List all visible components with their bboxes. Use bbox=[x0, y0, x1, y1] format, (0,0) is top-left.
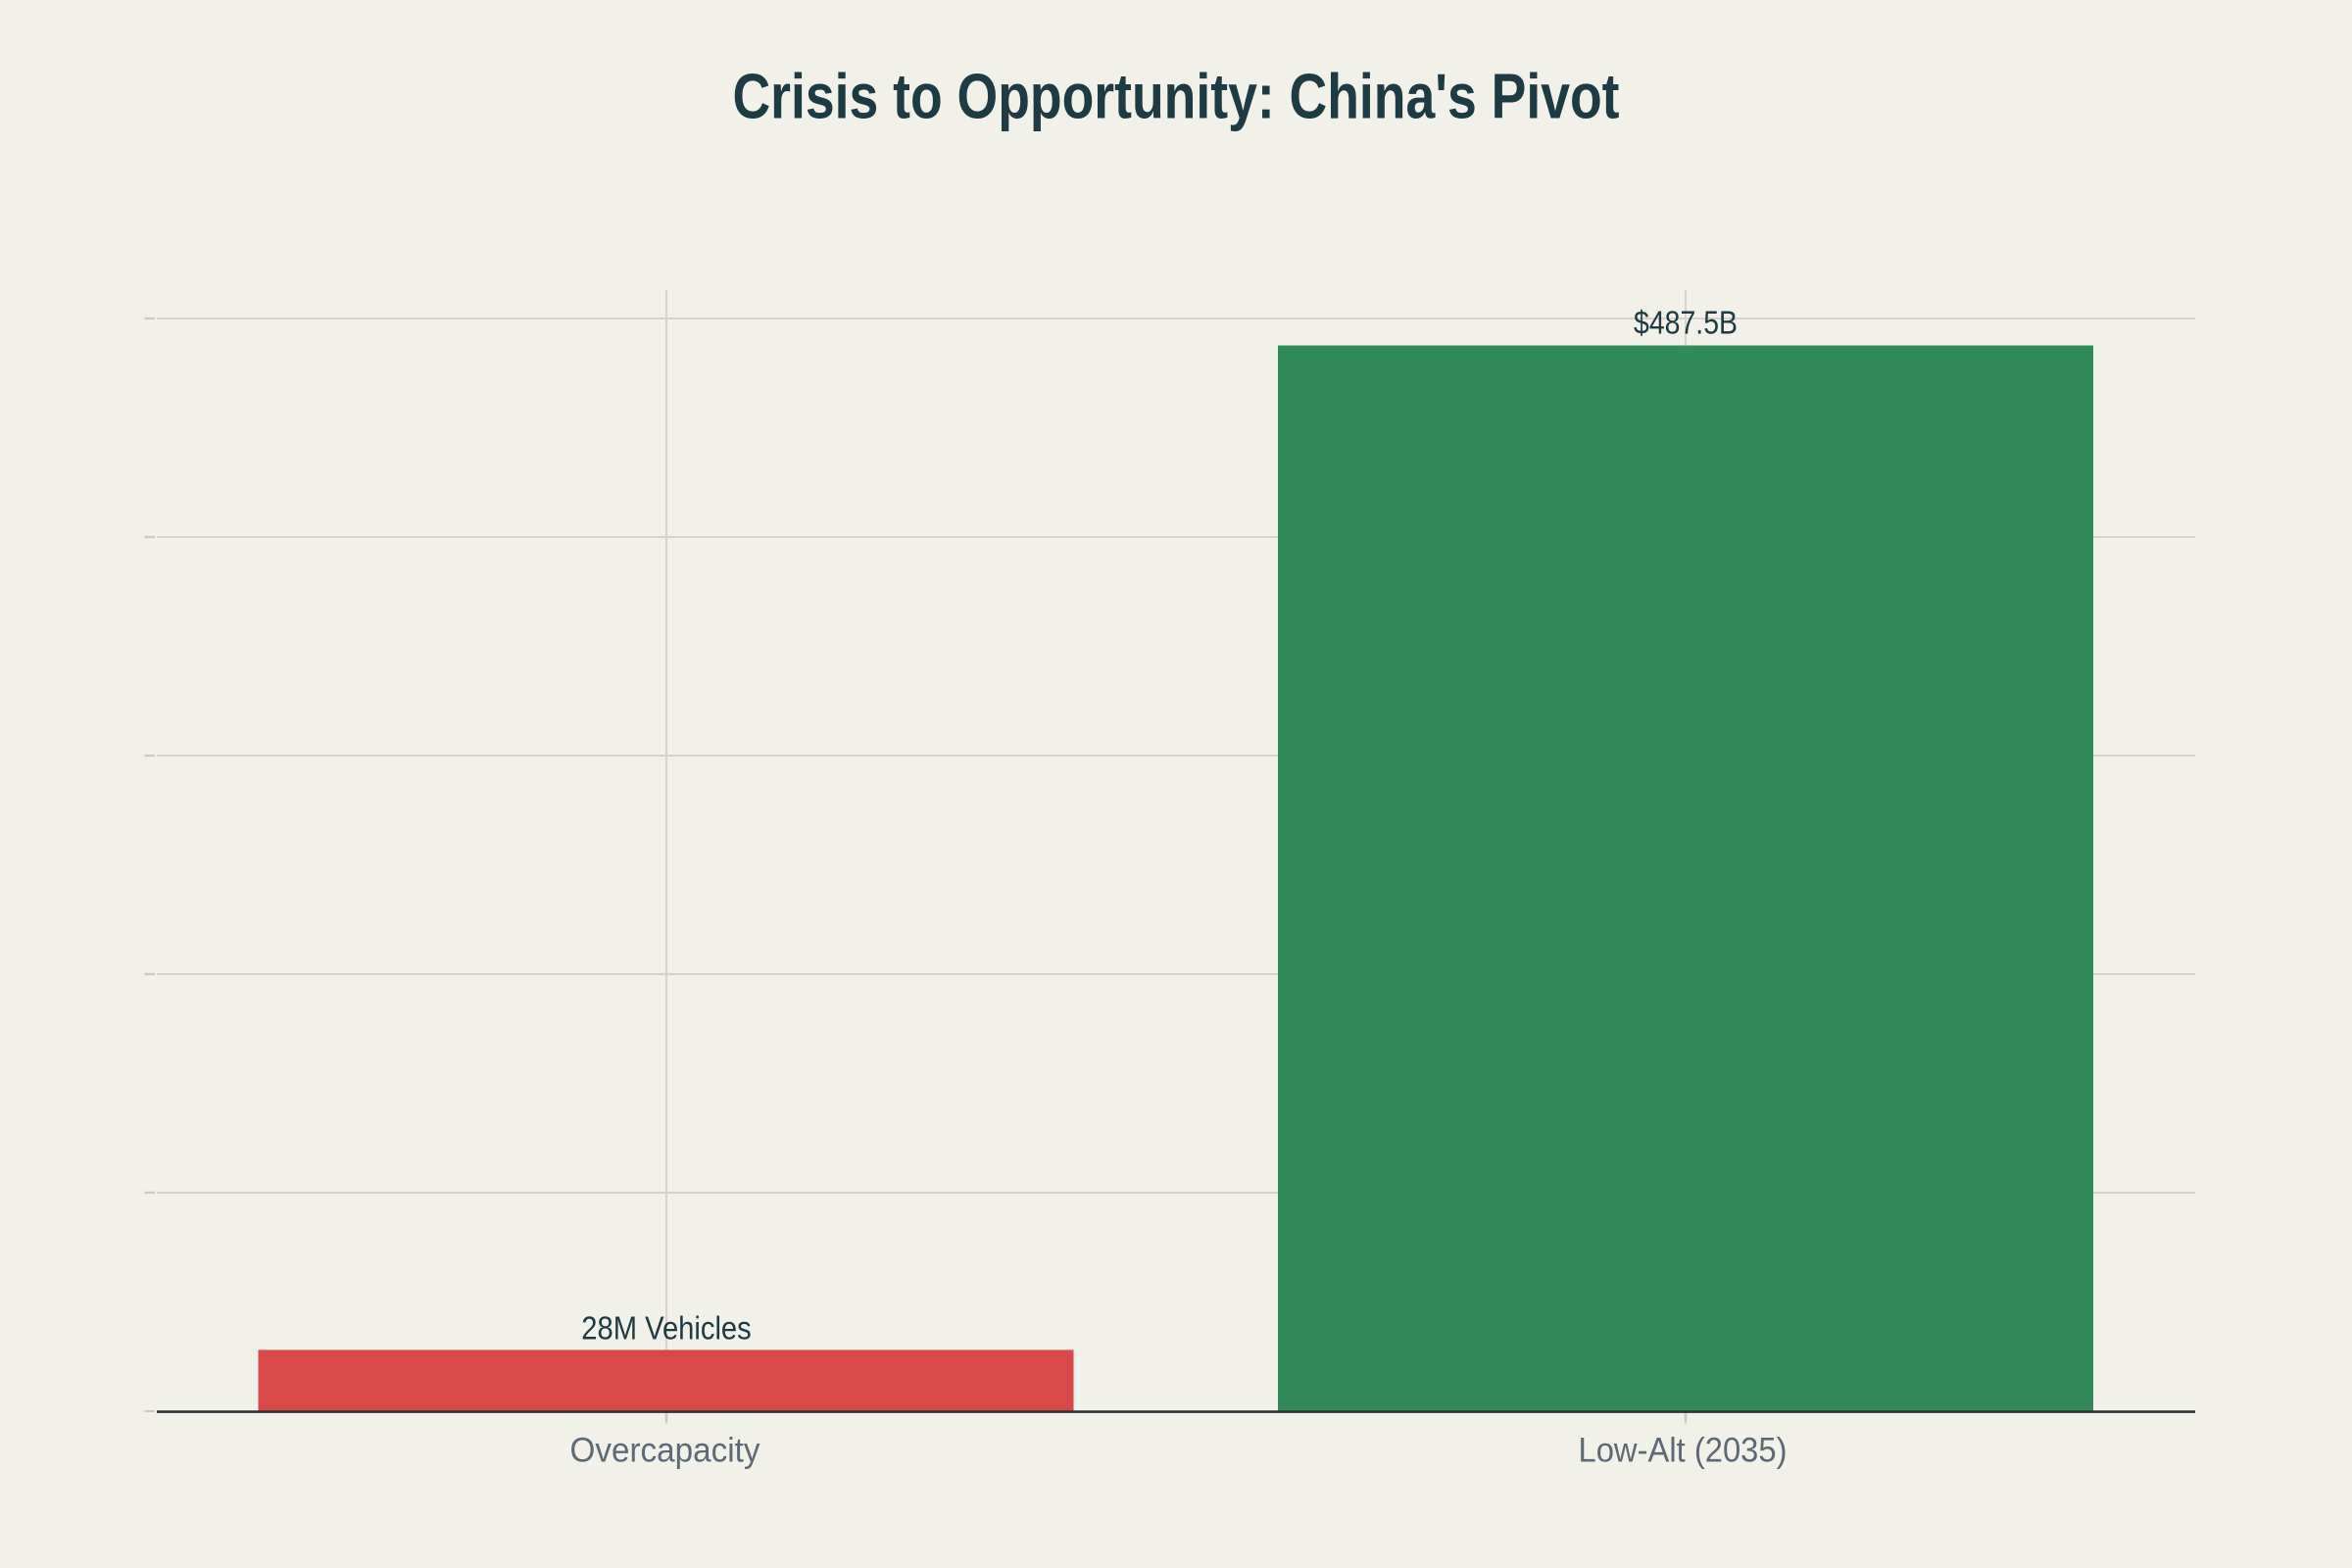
svg-text:$487.5B: $487.5B bbox=[1634, 305, 1738, 341]
svg-text:Overcapacity: Overcapacity bbox=[570, 1430, 760, 1469]
svg-text:Low-Alt (2035): Low-Alt (2035) bbox=[1579, 1430, 1788, 1469]
svg-text:Crisis to Opportunity: China's: Crisis to Opportunity: China's Pivot bbox=[733, 61, 1620, 132]
svg-text:28M Vehicles: 28M Vehicles bbox=[581, 1309, 752, 1346]
